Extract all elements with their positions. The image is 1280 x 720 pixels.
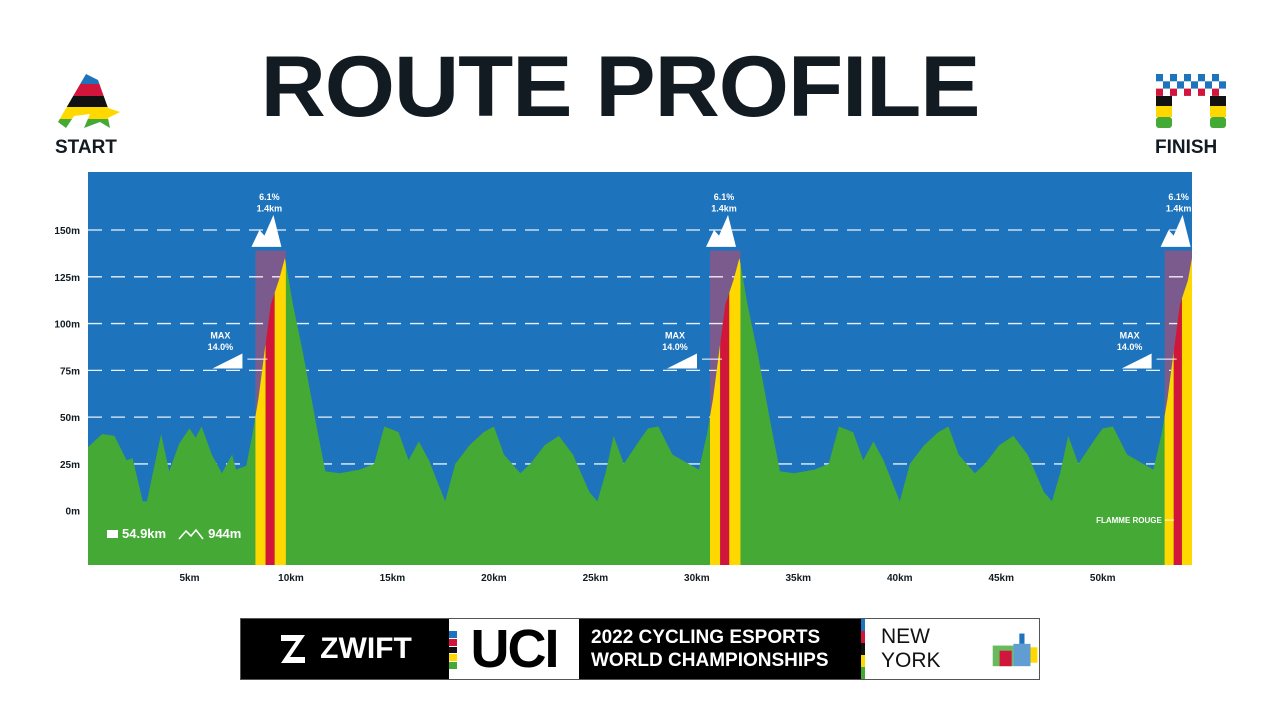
x-tick-label: 25km bbox=[583, 573, 609, 584]
uci-logo: UCI bbox=[449, 619, 579, 679]
distance-value: 54.9km bbox=[122, 526, 167, 541]
page-title: ROUTE PROFILE bbox=[260, 39, 981, 135]
start-label: START bbox=[55, 137, 117, 158]
climb-stripe-red bbox=[265, 258, 275, 565]
max-gradient-label: 14.0% bbox=[1117, 342, 1143, 352]
climb-stripes-0 bbox=[255, 258, 286, 565]
finish-icon bbox=[1156, 74, 1226, 128]
elevation-profile bbox=[88, 258, 1192, 565]
zwift-logo: ZWIFT bbox=[241, 619, 449, 679]
x-tick-label: 35km bbox=[786, 573, 812, 584]
flamme-rouge-label: FLAMME ROUGE bbox=[1096, 516, 1162, 525]
max-label: MAX bbox=[210, 331, 230, 341]
x-tick-label: 40km bbox=[887, 573, 913, 584]
new-york-logo: NEW YORK bbox=[865, 619, 1039, 679]
x-tick-label: 45km bbox=[988, 573, 1014, 584]
x-tick-label: 15km bbox=[380, 573, 406, 584]
climb-length-label: 1.4km bbox=[257, 203, 283, 213]
mountain-icon bbox=[706, 215, 737, 247]
climb-stripe-yellow bbox=[1164, 258, 1174, 565]
route-stats: 54.9km 944m bbox=[107, 526, 241, 541]
climb-gradient-label: 6.1% bbox=[1168, 192, 1189, 202]
climb-gradient-label: 6.1% bbox=[714, 192, 735, 202]
gradient-wedge-icon bbox=[212, 353, 243, 369]
x-tick-label: 50km bbox=[1090, 573, 1116, 584]
sponsor-banner: ZWIFT UCI 2022 CYCLING ESPORTS WORLD CHA… bbox=[240, 618, 1040, 680]
climb-stripe-red bbox=[1173, 258, 1182, 565]
y-tick-label: 25m bbox=[60, 460, 80, 471]
y-tick-label: 125m bbox=[54, 273, 80, 284]
max-label: MAX bbox=[665, 331, 685, 341]
route-distance-icon bbox=[107, 529, 118, 538]
climb-stripe-yellow bbox=[255, 258, 266, 565]
climb-stripe-yellow bbox=[729, 258, 741, 565]
climb-stripes-2 bbox=[1164, 258, 1192, 565]
climb-stripes-1 bbox=[710, 258, 741, 565]
x-tick-label: 30km bbox=[684, 573, 710, 584]
max-gradient-label: 14.0% bbox=[662, 342, 688, 352]
x-tick-label: 20km bbox=[481, 573, 507, 584]
climb-gradient-label: 6.1% bbox=[259, 192, 280, 202]
y-tick-label: 0m bbox=[66, 507, 81, 518]
climb-stripe-yellow bbox=[1181, 258, 1192, 565]
climb-length-label: 1.4km bbox=[1166, 203, 1192, 213]
y-tick-label: 50m bbox=[60, 413, 80, 424]
climb-stripe-red bbox=[720, 258, 730, 565]
mountain-icon bbox=[251, 215, 282, 247]
mountain-outline-icon bbox=[178, 528, 204, 540]
rainbow-stripe bbox=[861, 619, 865, 679]
y-tick-label: 75m bbox=[60, 366, 80, 377]
elevation-value: 944m bbox=[208, 526, 242, 541]
championship-title: 2022 CYCLING ESPORTS WORLD CHAMPIONSHIPS bbox=[591, 627, 829, 671]
climb-stripe-yellow bbox=[274, 258, 286, 565]
y-tick-label: 100m bbox=[54, 320, 80, 331]
y-tick-label: 150m bbox=[54, 226, 80, 237]
finish-label: FINISH bbox=[1155, 137, 1218, 158]
x-tick-label: 5km bbox=[179, 573, 199, 584]
start-icon bbox=[58, 74, 120, 128]
gradient-wedge-icon bbox=[667, 353, 698, 369]
max-gradient-label: 14.0% bbox=[208, 342, 234, 352]
climb-length-label: 1.4km bbox=[711, 203, 737, 213]
x-tick-label: 10km bbox=[278, 573, 304, 584]
max-label: MAX bbox=[1120, 331, 1140, 341]
gradient-wedge-icon bbox=[1121, 353, 1152, 369]
mountain-icon bbox=[1160, 215, 1191, 247]
climb-stripe-yellow bbox=[710, 258, 721, 565]
city-skyline-icon bbox=[992, 633, 1038, 667]
